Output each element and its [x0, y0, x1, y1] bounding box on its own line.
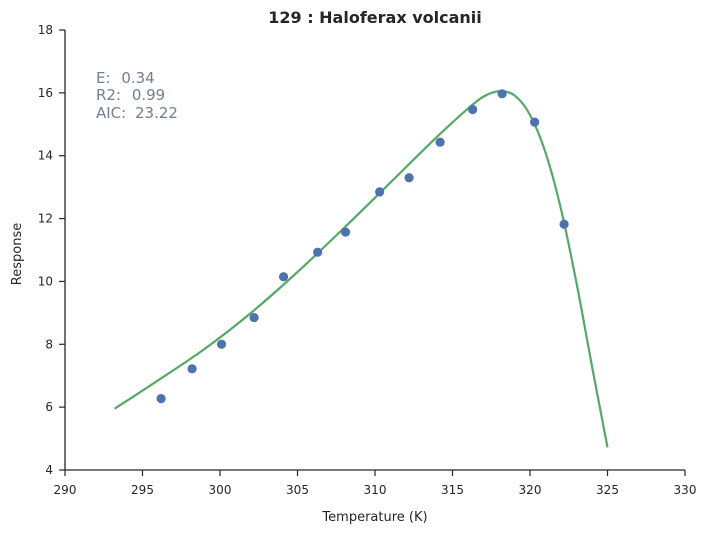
stat-e-value: 0.34	[121, 69, 154, 87]
data-point	[156, 394, 166, 404]
stat-r2-label: R2:	[96, 86, 121, 104]
points-layer	[156, 89, 569, 404]
stat-e: E: 0.34	[96, 69, 155, 87]
stat-aic-value: 23.22	[135, 104, 178, 122]
data-point	[340, 227, 351, 237]
data-point	[375, 187, 385, 197]
x-tick-label: 325	[596, 483, 619, 497]
data-point	[468, 104, 478, 115]
data-point	[530, 117, 540, 127]
x-tick-label: 330	[674, 483, 697, 497]
x-tick-label: 320	[519, 483, 542, 497]
y-tick-label: 8	[45, 337, 53, 351]
y-tick-label: 18	[38, 23, 53, 37]
y-tick-label: 14	[38, 149, 53, 163]
y-tick-label: 6	[45, 400, 53, 414]
chart-title: 129 : Haloferax volcanii	[268, 8, 482, 27]
stat-r2-value: 0.99	[132, 86, 165, 104]
y-tick-label: 10	[38, 274, 53, 288]
fit-curve	[113, 90, 609, 448]
stats-box: E: 0.34 R2: 0.99 AIC: 23.22	[96, 69, 178, 122]
x-tick-label: 305	[286, 483, 309, 497]
stat-aic: AIC: 23.22	[96, 104, 178, 122]
x-tick-label: 310	[364, 483, 387, 497]
data-point	[216, 339, 227, 349]
data-point	[313, 247, 323, 257]
x-axis-title: Temperature (K)	[321, 510, 427, 525]
y-tick-label: 12	[38, 212, 53, 226]
stat-r2: R2: 0.99	[96, 86, 165, 104]
x-tick-label: 290	[54, 483, 77, 497]
data-point	[559, 219, 569, 229]
stat-aic-label: AIC:	[96, 104, 126, 122]
stat-e-label: E:	[96, 69, 111, 87]
y-axis-title: Response	[10, 223, 25, 285]
x-tick-label: 295	[131, 483, 154, 497]
y-tick-label: 16	[38, 86, 53, 100]
fit-curve-layer	[113, 90, 609, 448]
data-point	[187, 364, 197, 374]
x-tick-label: 315	[441, 483, 464, 497]
data-point	[435, 137, 445, 147]
data-point	[404, 173, 414, 183]
x-tick-label: 300	[209, 483, 232, 497]
axes: 290 295 300 305 310 315 320 325 330 4 6 8 10 12 14 16 18	[38, 23, 697, 497]
y-tick-label: 4	[45, 463, 53, 477]
data-point	[278, 272, 289, 282]
data-point	[249, 312, 259, 323]
data-point	[497, 89, 507, 99]
